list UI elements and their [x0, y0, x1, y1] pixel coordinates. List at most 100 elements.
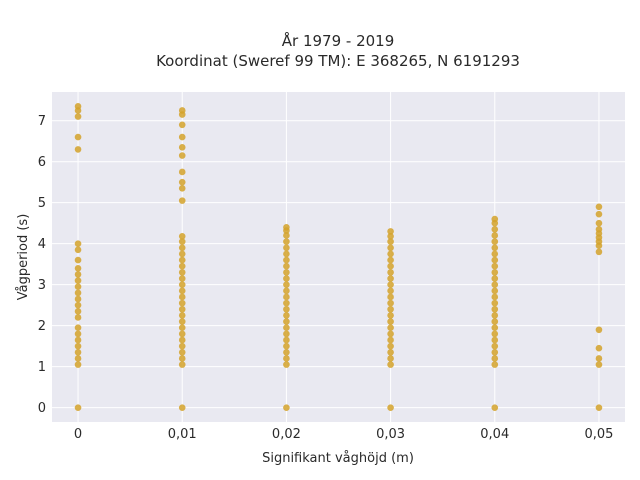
x-tick-label: 0,03: [376, 427, 405, 442]
data-point: [595, 355, 603, 362]
y-tick-label: 7: [38, 114, 46, 129]
data-point: [178, 305, 186, 313]
data-point: [491, 324, 499, 332]
data-point: [491, 232, 499, 239]
data-point: [491, 336, 499, 344]
data-point: [74, 240, 82, 247]
data-point: [178, 336, 186, 344]
data-point: [178, 197, 186, 204]
data-point: [491, 256, 499, 264]
data-point: [74, 342, 82, 350]
data-point: [283, 269, 290, 276]
data-point: [595, 210, 603, 218]
data-point: [178, 232, 186, 240]
data-point: [491, 361, 499, 368]
data-point: [283, 336, 290, 344]
data-point: [178, 244, 186, 252]
data-point: [283, 342, 290, 350]
data-point: [387, 336, 394, 344]
data-point: [283, 238, 290, 245]
data-point: [74, 349, 82, 356]
data-point: [387, 250, 394, 258]
data-point: [74, 277, 82, 284]
data-point: [74, 246, 82, 254]
data-point: [283, 324, 290, 332]
y-tick-label: 3: [38, 278, 46, 293]
data-point: [74, 355, 82, 362]
x-axis-label: Signifikant våghöjd (m): [262, 451, 414, 466]
data-point: [491, 318, 499, 325]
data-point: [178, 275, 186, 282]
data-point: [283, 287, 290, 295]
y-tick-label: 2: [38, 319, 46, 334]
x-tick-label: 0,01: [168, 427, 197, 442]
y-axis-label: Vågperiod (s): [16, 214, 31, 301]
data-point: [74, 283, 82, 291]
data-point: [283, 318, 290, 325]
data-point: [178, 324, 186, 332]
y-gridlines: [52, 120, 625, 409]
y-tick-labels: 0 1 2 3 4 5 6 7: [38, 114, 46, 416]
data-point: [283, 232, 290, 239]
data-point: [178, 256, 186, 264]
data-point: [74, 336, 82, 344]
data-point: [178, 299, 186, 307]
data-point: [178, 342, 186, 350]
data-point: [491, 238, 499, 245]
x-tick-labels: 0 0,01 0,02 0,03 0,04 0,05: [74, 427, 614, 442]
data-point: [74, 314, 82, 321]
data-point: [387, 349, 394, 356]
data-point: [491, 275, 499, 282]
data-point: [178, 318, 186, 325]
data-point: [491, 404, 499, 411]
data-point: [178, 355, 186, 362]
data-point: [283, 404, 290, 411]
data-point: [595, 361, 603, 368]
data-point: [595, 344, 603, 352]
data-point: [491, 226, 499, 233]
data-point: [491, 262, 499, 270]
data-point: [178, 330, 186, 338]
data-point: [283, 305, 290, 313]
data-point: [491, 349, 499, 356]
data-point: [74, 103, 82, 110]
data-point: [74, 133, 82, 141]
data-point: [387, 318, 394, 325]
data-point: [491, 299, 499, 307]
data-point: [283, 256, 290, 264]
data-point: [178, 144, 186, 151]
data-point: [491, 250, 499, 258]
y-tick-label: 4: [38, 237, 46, 252]
data-point: [283, 223, 290, 231]
data-point: [283, 262, 290, 270]
data-point: [74, 308, 82, 315]
chart-subtitle: Koordinat (Sweref 99 TM): E 368265, N 61…: [156, 52, 520, 70]
data-point: [74, 289, 82, 297]
x-tick-label: 0,05: [584, 427, 613, 442]
data-point: [178, 152, 186, 159]
data-point: [387, 404, 394, 411]
data-point: [387, 287, 394, 295]
data-point: [178, 349, 186, 356]
data-point: [283, 244, 290, 252]
chart-title: År 1979 - 2019: [282, 31, 395, 50]
data-point: [74, 330, 82, 338]
data-point: [283, 299, 290, 307]
data-point: [387, 355, 394, 362]
data-point: [74, 404, 82, 411]
data-point: [74, 113, 82, 120]
data-point: [387, 312, 394, 319]
data-point: [387, 244, 394, 252]
data-point: [178, 293, 186, 301]
data-point: [178, 361, 186, 368]
data-point: [283, 250, 290, 258]
data-point: [178, 185, 186, 192]
data-point: [74, 301, 82, 309]
data-point: [387, 330, 394, 338]
data-point: [387, 293, 394, 301]
data-point: [595, 248, 603, 256]
data-point: [491, 330, 499, 338]
data-point: [491, 269, 499, 276]
data-point: [387, 342, 394, 350]
